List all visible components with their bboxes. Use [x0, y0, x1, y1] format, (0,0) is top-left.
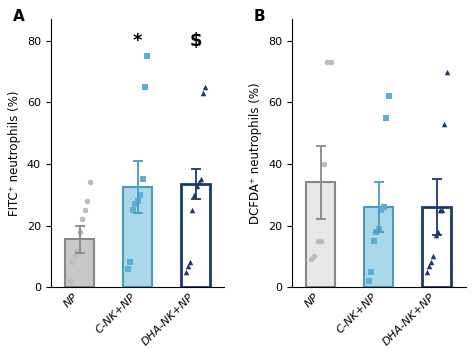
Point [131, 201, 139, 207]
Point [137, 192, 144, 198]
Point [327, 59, 335, 65]
Point [314, 238, 321, 244]
Bar [123, 187, 152, 287]
Point [373, 229, 380, 235]
Point [436, 207, 444, 213]
Text: A: A [12, 9, 24, 23]
Point [434, 229, 442, 235]
Point [370, 238, 378, 244]
Point [191, 192, 198, 198]
Point [124, 266, 132, 272]
Point [71, 253, 79, 259]
Point [443, 69, 450, 74]
Point [432, 232, 439, 238]
Point [375, 226, 383, 231]
Text: *: * [133, 32, 142, 49]
Point [365, 278, 373, 284]
Text: B: B [254, 9, 265, 23]
Point [73, 247, 81, 253]
Point [317, 238, 325, 244]
Bar [65, 239, 94, 287]
Point [380, 204, 388, 210]
Point [423, 269, 431, 274]
Point [200, 90, 207, 96]
Point [69, 260, 76, 265]
Point [193, 183, 201, 188]
Point [81, 207, 89, 213]
Point [189, 207, 196, 213]
Bar [306, 183, 335, 287]
Point [368, 269, 375, 274]
Bar [422, 207, 451, 287]
Point [440, 121, 448, 127]
Point [425, 263, 433, 268]
Point [197, 177, 205, 182]
Point [201, 84, 209, 90]
Point [195, 180, 202, 185]
Point [383, 115, 390, 121]
Point [182, 269, 190, 274]
Bar [365, 207, 393, 287]
Point [83, 198, 91, 204]
Point [324, 59, 331, 65]
Point [385, 93, 392, 99]
Point [438, 207, 446, 213]
Point [86, 180, 93, 185]
Point [78, 216, 86, 222]
Point [186, 260, 194, 265]
Point [127, 260, 134, 265]
Point [76, 229, 83, 235]
Point [66, 278, 73, 284]
Point [310, 253, 318, 259]
Point [428, 260, 435, 265]
Y-axis label: FITC⁺ neutrophils (%): FITC⁺ neutrophils (%) [9, 90, 21, 216]
Point [139, 177, 146, 182]
Point [141, 84, 149, 90]
Point [320, 161, 328, 167]
Point [129, 207, 137, 213]
Point [184, 263, 191, 268]
Point [134, 198, 141, 204]
Bar [181, 184, 210, 287]
Y-axis label: DCFDA⁺ neutrophils (%): DCFDA⁺ neutrophils (%) [249, 82, 263, 224]
Point [429, 253, 437, 259]
Text: $: $ [189, 32, 202, 49]
Point [307, 257, 315, 262]
Point [377, 207, 385, 213]
Point [144, 53, 151, 59]
